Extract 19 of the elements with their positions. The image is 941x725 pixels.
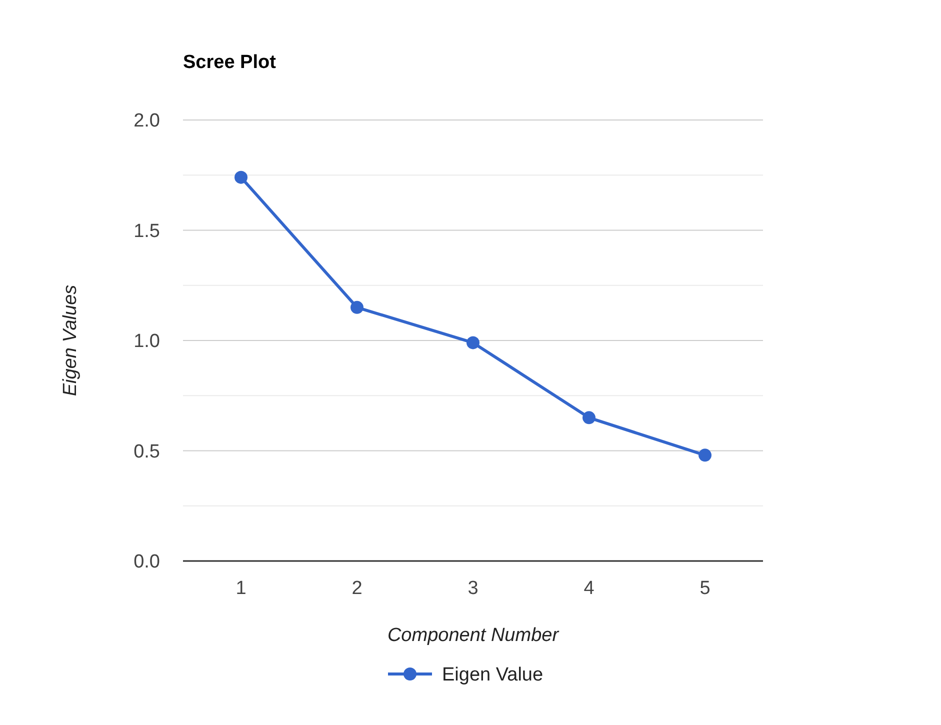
y-tick-label: 1.0 — [134, 331, 160, 352]
x-tick-label: 5 — [700, 578, 710, 599]
x-tick-label: 3 — [468, 578, 478, 599]
point — [466, 336, 480, 350]
y-axis-title: Eigen Values — [60, 284, 81, 396]
y-tick-label: 1.5 — [134, 220, 160, 242]
legend-label: Eigen Value — [442, 664, 544, 686]
point — [234, 170, 248, 184]
x-tick-label: 1 — [236, 578, 246, 599]
point — [698, 448, 712, 462]
x-tick-label: 2 — [352, 578, 362, 599]
x-axis-title: Component Number — [387, 625, 560, 646]
y-tick-label: 0.5 — [134, 441, 160, 462]
point — [582, 411, 596, 424]
x-tick-label: 4 — [584, 578, 595, 599]
chart-title: Scree Plot — [183, 52, 277, 73]
y-tick-label: 2.0 — [134, 110, 160, 132]
y-tick-label: 0.0 — [134, 552, 160, 573]
point — [350, 300, 364, 314]
